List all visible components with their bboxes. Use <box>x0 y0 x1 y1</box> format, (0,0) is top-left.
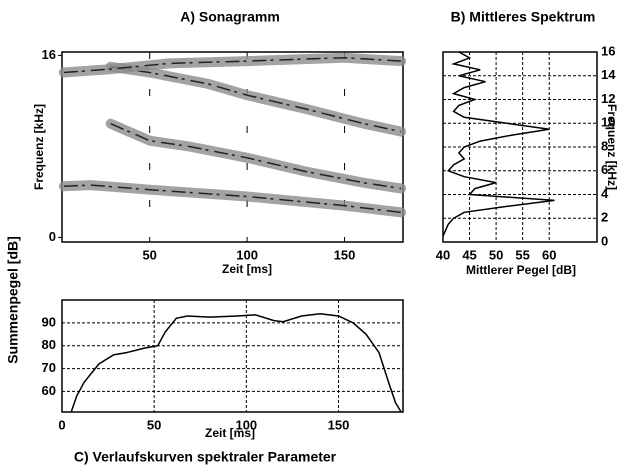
spectral-band-core <box>63 184 402 214</box>
y-tick-label: 16 <box>601 43 615 58</box>
data-line <box>442 51 555 237</box>
y-tick-label: 0 <box>601 233 608 248</box>
y-tick-label: 4 <box>601 186 609 201</box>
x-tick-label: 100 <box>236 247 258 262</box>
y-tick-label: 10 <box>601 115 615 130</box>
y-tick-label: 14 <box>601 67 616 82</box>
y-axis-label: Frequenz [kHz] <box>605 104 619 190</box>
panel-title: C) Verlaufskurven spektraler Parameter <box>74 449 337 465</box>
spectral-band-core <box>110 66 402 133</box>
x-tick-label: 150 <box>328 417 350 432</box>
panel-title: A) Sonagramm <box>180 9 280 25</box>
y-tick-label: 90 <box>42 314 56 329</box>
y-tick-label: 2 <box>601 210 608 225</box>
y-tick-label: 80 <box>42 337 56 352</box>
plot-frame <box>61 299 404 413</box>
spectral-band-core <box>63 56 402 74</box>
spectral-band <box>58 52 407 78</box>
x-tick-label: 45 <box>462 247 476 262</box>
x-tick-label: 50 <box>142 247 156 262</box>
y-tick-label: 12 <box>601 91 615 106</box>
y-tick-label: 6 <box>601 162 608 177</box>
y-axis-label: Frequenz [kHz] <box>32 104 46 190</box>
x-tick-label: 60 <box>542 247 556 262</box>
y-tick-label: 0 <box>49 229 56 244</box>
x-tick-label: 100 <box>235 417 257 432</box>
plot-frame <box>442 51 598 243</box>
x-axis-label: Mittlerer Pegel [dB] <box>466 263 576 277</box>
y-axis-label: Summenpegel [dB] <box>5 236 21 364</box>
x-tick-label: 40 <box>436 247 450 262</box>
plot-frame <box>61 51 404 243</box>
x-tick-label: 55 <box>515 247 529 262</box>
spectral-band <box>58 180 407 218</box>
y-tick-label: 16 <box>42 47 56 62</box>
panel-title: B) Mittleres Spektrum <box>451 9 596 25</box>
y-tick-label: 70 <box>42 360 56 375</box>
x-tick-label: 0 <box>58 417 65 432</box>
spectral-band <box>105 118 407 194</box>
x-axis-label: Zeit [ms] <box>205 426 255 440</box>
data-line <box>70 312 402 413</box>
x-tick-label: 50 <box>147 417 161 432</box>
x-tick-label: 150 <box>334 247 356 262</box>
x-axis-label: Zeit [ms] <box>222 262 272 276</box>
y-tick-label: 60 <box>42 383 56 398</box>
y-tick-label: 8 <box>601 138 608 153</box>
spectral-band-core <box>110 123 402 190</box>
x-tick-label: 50 <box>489 247 503 262</box>
